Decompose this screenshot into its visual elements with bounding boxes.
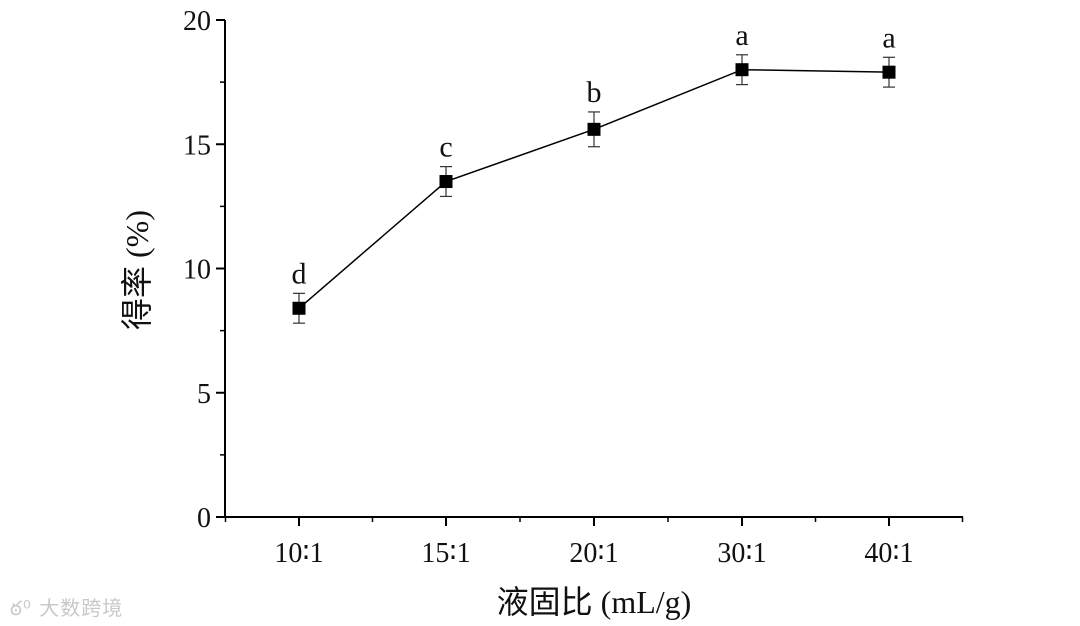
significance-label: b xyxy=(587,76,602,109)
data-point xyxy=(587,122,601,136)
x-tick-label: 10∶1 xyxy=(274,538,323,569)
y-tick-label: 0 xyxy=(197,503,211,534)
significance-label: c xyxy=(439,131,452,164)
significance-label: a xyxy=(882,21,895,54)
data-point xyxy=(735,63,749,77)
data-point xyxy=(292,301,306,315)
x-tick-label: 40∶1 xyxy=(864,538,913,569)
x-tick-label: 15∶1 xyxy=(421,538,470,569)
x-tick-label: 30∶1 xyxy=(717,538,766,569)
y-tick-label: 5 xyxy=(197,379,211,410)
y-tick-label: 15 xyxy=(183,130,211,161)
data-series: d c b a a xyxy=(292,19,896,324)
y-axis-title: 得率 (%) xyxy=(119,210,155,330)
y-tick-label: 20 xyxy=(183,6,211,37)
x-tick-label: 20∶1 xyxy=(569,538,618,569)
watermark: ఠ⁰ 大数跨境 xyxy=(10,592,123,625)
significance-label: d xyxy=(292,257,307,290)
data-point xyxy=(439,175,453,189)
x-axis-title: 液固比 (mL/g) xyxy=(497,584,692,620)
significance-label: a xyxy=(735,19,748,52)
y-axis-ticks: 0 5 10 15 20 xyxy=(183,6,225,534)
watermark-logo-icon: ఠ⁰ xyxy=(10,596,32,620)
watermark-text: 大数跨境 xyxy=(39,596,124,620)
data-point xyxy=(882,65,896,79)
y-tick-label: 10 xyxy=(183,255,211,286)
x-axis-ticks: 10∶1 15∶1 20∶1 30∶1 40∶1 xyxy=(224,517,964,569)
